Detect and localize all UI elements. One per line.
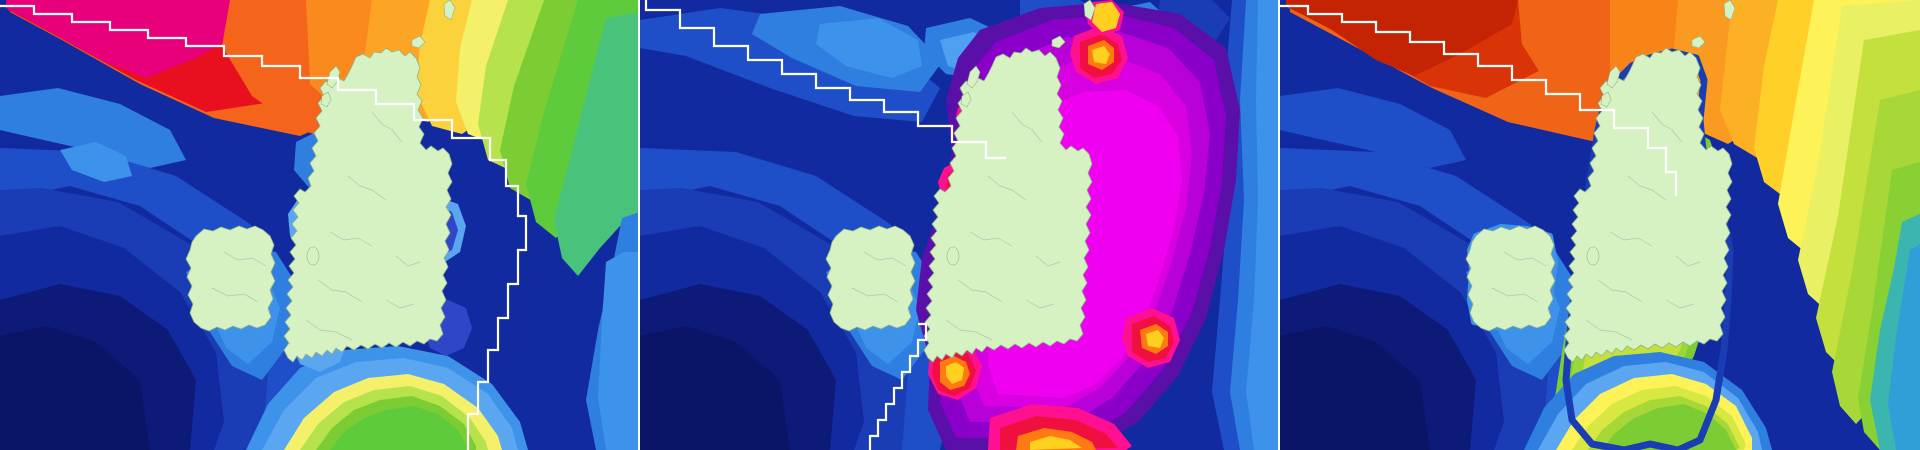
map-panel-right[interactable]: Deep-blue Atlantic with a red-orange wed… [1280,0,1920,450]
panel-middle-canvas [640,0,1280,450]
panel-right-canvas [1280,0,1920,450]
panel-left-canvas [0,0,640,450]
field-a-contours [0,0,640,450]
field-b-contours [640,0,1280,450]
map-panel-middle[interactable]: Deep-blue open Atlantic on the west; int… [640,0,1280,450]
field-c-contours [1280,0,1920,450]
map-panel-left[interactable]: Cool deep-blue Atlantic with a warm rain… [0,0,640,450]
